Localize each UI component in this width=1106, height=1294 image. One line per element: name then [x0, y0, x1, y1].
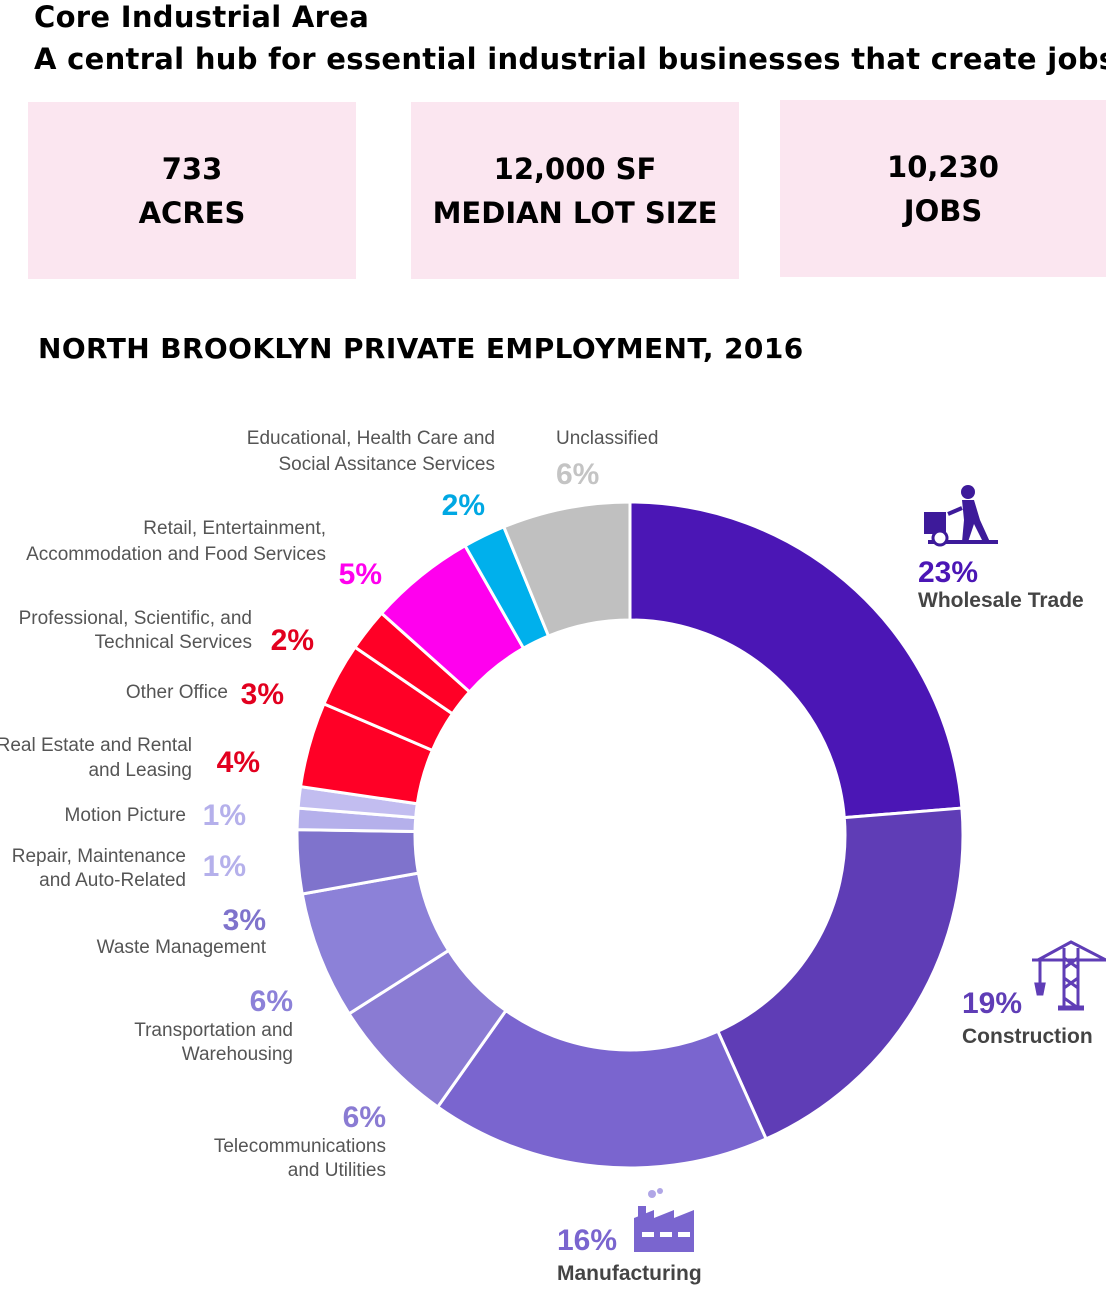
pct-label-wholesale-trade: 23%: [918, 556, 978, 589]
pct-label-motion-picture: 1%: [203, 799, 246, 832]
stat-label: ACRES: [138, 195, 246, 230]
pct-label-construction: 19%: [962, 987, 1022, 1020]
category-label-other-office: Other Office: [126, 682, 228, 703]
slice-wholesale-trade: [628, 500, 964, 820]
stat-label: JOBS: [903, 193, 983, 228]
stat-card-acres: 733 ACRES: [28, 102, 356, 279]
pct-label-telecommunications-and-utilities: 6%: [343, 1101, 386, 1134]
slice-construction: [715, 806, 965, 1141]
category-label-real-estate-and-rental-and-leasing: Real Estate and Rental and Leasing: [0, 735, 192, 781]
category-label-construction: Construction: [962, 1025, 1093, 1048]
stat-card-lot-size: 12,000 SF MEDIAN LOT SIZE: [411, 102, 739, 279]
page-title: Core Industrial Area: [34, 0, 370, 34]
category-label-unclassified: Unclassified: [556, 428, 658, 449]
category-label-motion-picture: Motion Picture: [65, 805, 186, 826]
category-label-repair-maintenance-and-auto-related: Repair, Maintenance and Auto-Related: [12, 846, 186, 891]
crane-icon: [1032, 940, 1106, 1011]
pct-label-other-office: 3%: [241, 678, 284, 711]
pct-label-educational-health-care-and-social-assitance-services: 2%: [442, 489, 485, 522]
category-label-waste-management: Waste Management: [97, 937, 267, 958]
chart-title: NORTH BROOKLYN PRIVATE EMPLOYMENT, 2016: [38, 332, 804, 365]
pct-label-retail-entertainment-accommodation-and-food-services: 5%: [339, 558, 382, 591]
hand-truck-icon: [924, 485, 998, 547]
page-subtitle: A central hub for essential industrial b…: [34, 42, 1106, 76]
category-label-retail-entertainment-accommodation-and-food-services: Retail, Entertainment, Accommodation and …: [26, 518, 326, 565]
pct-label-repair-maintenance-and-auto-related: 1%: [203, 850, 246, 883]
pct-label-transportation-and-warehousing: 6%: [250, 985, 293, 1018]
pct-label-professional-scientific-and-technical-services: 2%: [271, 624, 314, 657]
category-label-wholesale-trade: Wholesale Trade: [918, 589, 1084, 612]
category-label-educational-health-care-and-social-assitance-services: Educational, Health Care and Social Assit…: [247, 428, 495, 475]
stat-value: 733: [161, 151, 223, 186]
pct-label-manufacturing: 16%: [557, 1224, 617, 1257]
pct-label-unclassified: 6%: [556, 458, 599, 491]
category-label-telecommunications-and-utilities: Telecommunications and Utilities: [214, 1136, 386, 1181]
category-label-professional-scientific-and-technical-services: Professional, Scientific, and Technical S…: [19, 608, 252, 653]
factory-icon: [634, 1188, 694, 1252]
pct-label-real-estate-and-rental-and-leasing: 4%: [217, 746, 260, 779]
stat-card-jobs: 10,230 JOBS: [780, 100, 1106, 277]
category-label-transportation-and-warehousing: Transportation and Warehousing: [134, 1020, 293, 1065]
pct-label-waste-management: 3%: [223, 904, 266, 937]
stat-value: 10,230: [887, 149, 999, 184]
stat-label: MEDIAN LOT SIZE: [432, 195, 718, 230]
stat-value: 12,000 SF: [493, 151, 657, 186]
category-label-manufacturing: Manufacturing: [557, 1262, 702, 1285]
slice-unclassified: [501, 500, 632, 638]
